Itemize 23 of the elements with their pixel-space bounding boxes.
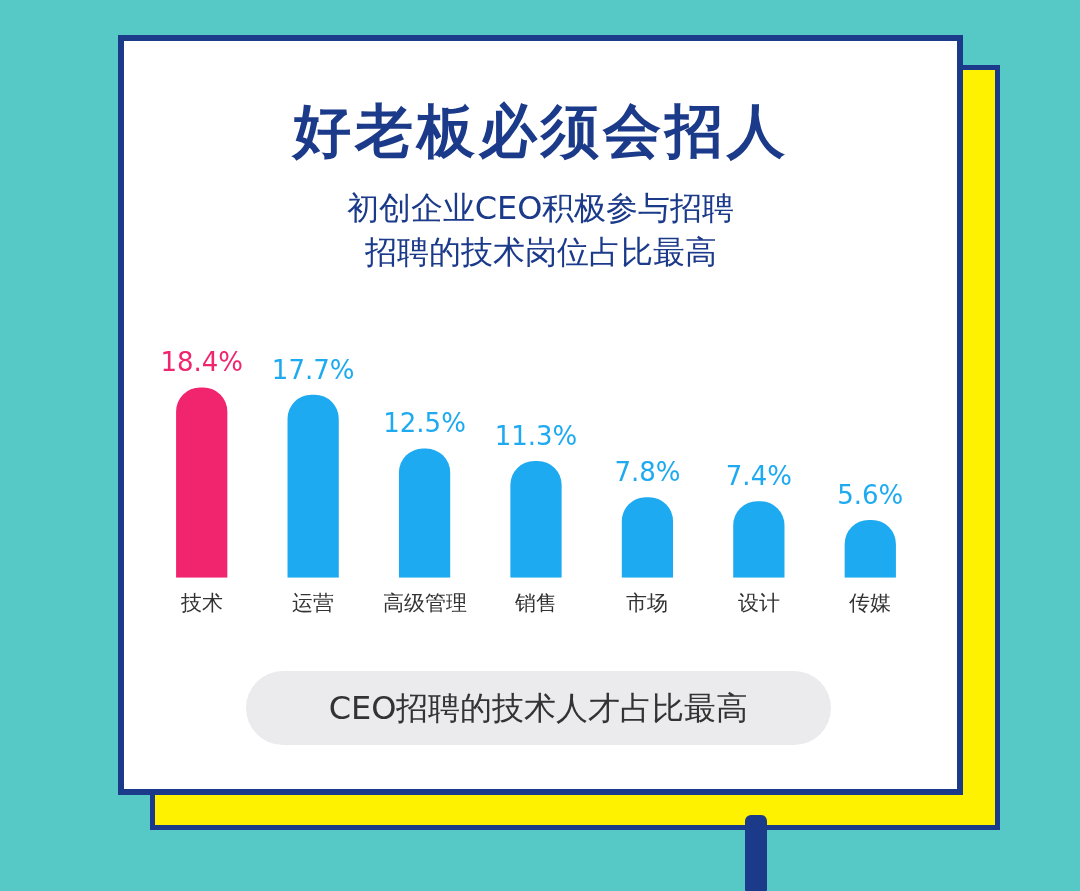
data-label: 7.4% [725, 461, 792, 492]
data-label: 5.6% [837, 479, 904, 510]
data-label: 18.4% [160, 347, 244, 378]
bar [176, 387, 228, 578]
x-tick-label: 运营 [292, 590, 335, 615]
x-tick-label: 市场 [626, 590, 669, 615]
x-tick-label: 销售 [514, 590, 557, 615]
bar [510, 460, 562, 578]
x-tick-label: 设计 [737, 590, 780, 615]
chart-title: 好老板必须会招人 [290, 96, 790, 167]
bar [398, 448, 451, 578]
x-tick-label: 技术 [179, 590, 223, 615]
data-label: 7.8% [614, 456, 681, 487]
bar [287, 394, 339, 578]
x-tick-label: 传媒 [849, 590, 892, 615]
bar [733, 501, 785, 578]
bar [621, 497, 674, 578]
x-tick-label: 高级管理 [382, 590, 467, 615]
data-label: 11.3% [494, 420, 578, 451]
text: CEO招聘的技术人才占比最高 [246, 671, 831, 745]
chart-subtitle: 初创企业CEO积极参与招聘招聘的技术岗位占比最高 [345, 188, 736, 273]
data-label: 17.7% [271, 354, 355, 385]
data-label: 12.5% [383, 408, 466, 439]
